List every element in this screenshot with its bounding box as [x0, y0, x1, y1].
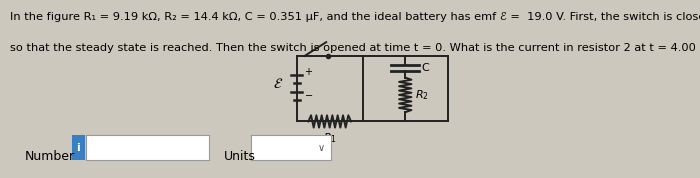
Text: so that the steady state is reached. Then the switch is opened at time t = 0. Wh: so that the steady state is reached. The…	[10, 43, 700, 53]
Text: $\mathcal{E}$: $\mathcal{E}$	[272, 77, 283, 91]
Text: In the figure R₁ = 9.19 kΩ, R₂ = 14.4 kΩ, C = 0.351 μF, and the ideal battery ha: In the figure R₁ = 9.19 kΩ, R₂ = 14.4 kΩ…	[10, 12, 700, 22]
Text: +: +	[304, 67, 312, 77]
Text: −: −	[304, 91, 313, 101]
Text: i: i	[76, 143, 80, 153]
Text: C: C	[421, 63, 429, 73]
Text: $R_1$: $R_1$	[323, 131, 337, 145]
Text: Number: Number	[25, 150, 75, 163]
Text: Units: Units	[224, 150, 256, 163]
Text: ∨: ∨	[318, 143, 325, 153]
Text: $R_2$: $R_2$	[414, 88, 428, 102]
